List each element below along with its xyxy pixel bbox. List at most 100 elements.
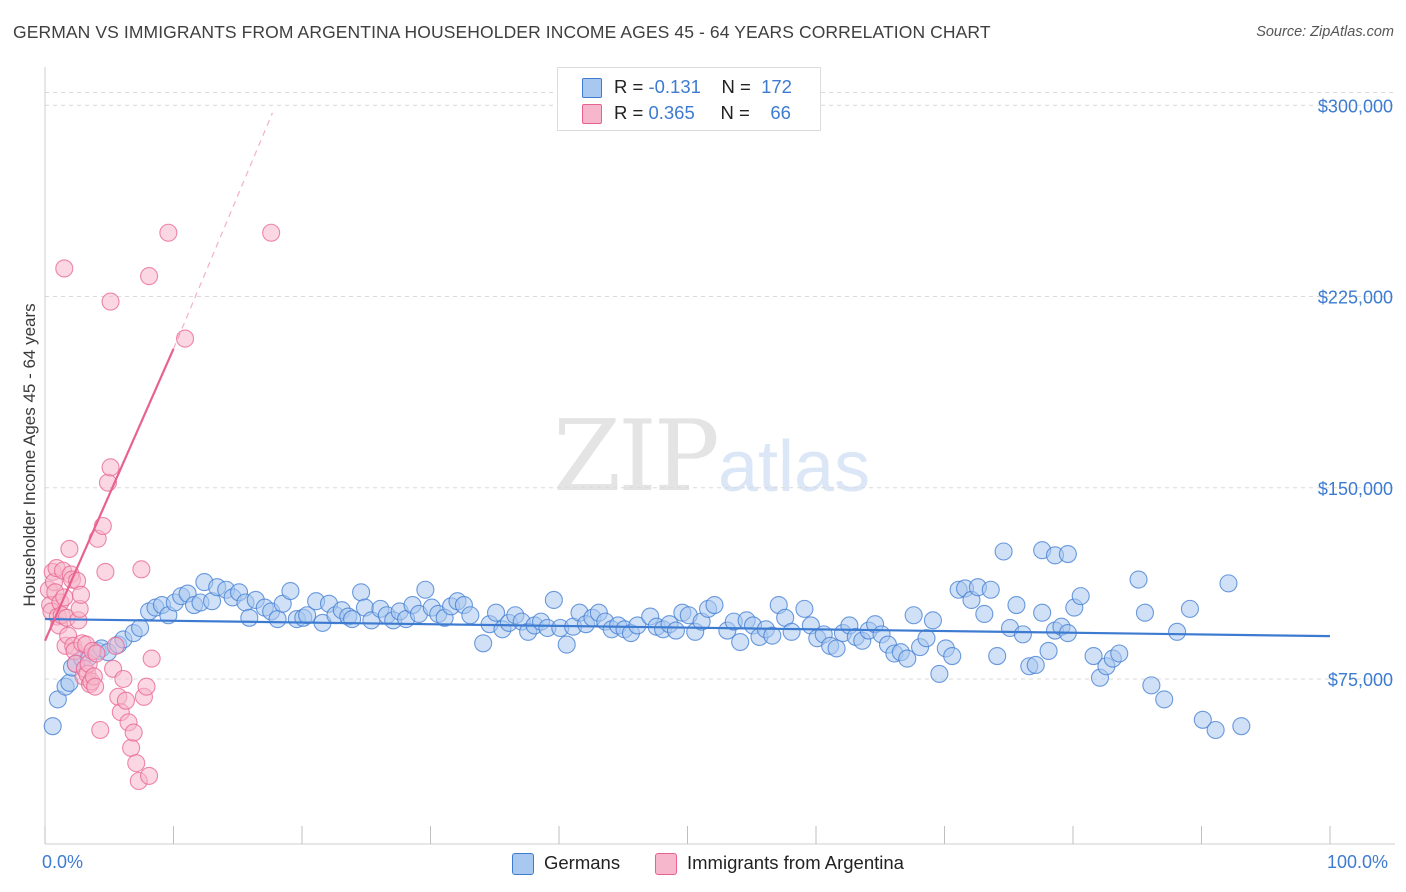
argentina-point <box>91 720 110 740</box>
german-point <box>898 649 917 668</box>
german-point <box>994 542 1013 561</box>
y-tick-label: $225,000 <box>1318 288 1393 308</box>
german-point <box>1084 646 1103 666</box>
legend-r-label: R = <box>614 102 649 123</box>
german-point <box>416 580 435 599</box>
watermark-atlas: atlas <box>718 427 871 507</box>
legend-r-value-germans: -0.131 <box>648 76 701 97</box>
axis-layer <box>44 67 1395 845</box>
argentina-point <box>124 723 143 742</box>
watermark-zip: ZIP <box>553 400 720 514</box>
german-point <box>975 604 994 624</box>
german-point <box>930 664 949 683</box>
german-point <box>1110 644 1129 663</box>
legend-n-label: N = <box>720 102 755 123</box>
legend-r-value-argentina: 0.365 <box>648 102 695 123</box>
german-point <box>298 606 317 625</box>
x-tick-label-max: 100.0% <box>1327 852 1389 872</box>
german-point <box>904 606 923 625</box>
german-point <box>1039 641 1058 661</box>
argentina-point <box>106 636 125 655</box>
bottom-legend-swatch-germans <box>512 853 534 875</box>
argentina-point <box>96 562 115 581</box>
y-tick-layer: $75,000 $150,000 $225,000 $300,000 <box>1318 96 1393 690</box>
german-point <box>474 634 493 653</box>
german-point <box>1219 574 1238 593</box>
points-layer <box>39 223 1251 791</box>
german-point <box>268 610 287 629</box>
y-tick-label: $75,000 <box>1328 670 1393 690</box>
argentina-point <box>101 458 120 477</box>
argentina-point <box>87 644 106 663</box>
german-point <box>917 629 936 648</box>
argentina-point <box>116 691 136 710</box>
german-point <box>1155 690 1174 709</box>
german-point <box>1129 570 1148 589</box>
german-point <box>628 616 647 635</box>
german-point <box>1142 676 1161 695</box>
argentina-point <box>127 754 146 773</box>
argentina-point <box>132 560 151 579</box>
argentina-point <box>55 259 74 278</box>
german-point <box>795 599 814 618</box>
german-point <box>943 646 962 666</box>
argentina-point <box>86 677 105 696</box>
argentina-point <box>60 539 79 559</box>
german-point <box>131 618 150 638</box>
argentina-trend-line <box>43 348 175 642</box>
source-label: Source: ZipAtlas.com <box>1256 24 1394 40</box>
german-point <box>731 632 750 652</box>
correlation-legend: R = -0.131 N = 172 R = 0.365 N = 66 <box>557 67 821 131</box>
trend-layer <box>43 112 1331 642</box>
argentina-point <box>176 329 195 348</box>
argentina-point <box>137 677 156 696</box>
argentina-point <box>101 292 120 311</box>
argentina-point <box>140 267 159 286</box>
argentina-point <box>142 649 161 668</box>
german-point <box>557 635 576 654</box>
argentina-point <box>93 516 112 536</box>
legend-n-label: N = <box>721 76 756 97</box>
german-point <box>1026 655 1045 675</box>
german-point <box>1013 625 1032 644</box>
german-point <box>43 717 62 736</box>
german-point <box>923 611 942 630</box>
german-point <box>544 590 563 610</box>
bottom-legend-label-germans: Germans <box>544 852 621 873</box>
german-point <box>827 639 846 658</box>
german-point <box>461 606 480 625</box>
bottom-legend-swatch-argentina <box>655 853 677 875</box>
german-point <box>763 626 782 645</box>
argentina-point <box>71 585 91 604</box>
german-point <box>705 595 724 615</box>
german-point <box>1058 544 1077 564</box>
argentina-point <box>159 223 178 242</box>
bottom-legend-label-argentina: Immigrants from Argentina <box>687 852 904 873</box>
german-point <box>988 646 1007 666</box>
argentina-point <box>140 766 159 785</box>
german-point <box>1232 717 1251 736</box>
german-point <box>1168 622 1187 641</box>
argentina-point <box>114 669 133 689</box>
argentina-point <box>262 223 281 242</box>
german-point <box>352 583 371 602</box>
german-point <box>1180 599 1199 618</box>
legend-n-value-argentina: 66 <box>770 102 791 123</box>
legend-swatch-germans <box>582 78 602 98</box>
german-point <box>1033 603 1052 622</box>
german-point <box>486 603 506 622</box>
german-point <box>1193 710 1212 729</box>
german-point <box>981 580 1000 599</box>
y-tick-label: $300,000 <box>1318 96 1393 116</box>
german-point <box>1135 603 1155 622</box>
german-point <box>281 581 300 601</box>
legend-r-label: R = <box>614 76 649 97</box>
chart-title: GERMAN VS IMMIGRANTS FROM ARGENTINA HOUS… <box>13 22 991 42</box>
x-tick-label-min: 0.0% <box>42 852 84 872</box>
legend-n-value-germans: 172 <box>761 76 792 97</box>
german-point <box>782 622 801 641</box>
legend-swatch-argentina <box>582 104 602 124</box>
german-trend-line <box>44 617 1331 638</box>
german-point <box>1206 720 1225 740</box>
